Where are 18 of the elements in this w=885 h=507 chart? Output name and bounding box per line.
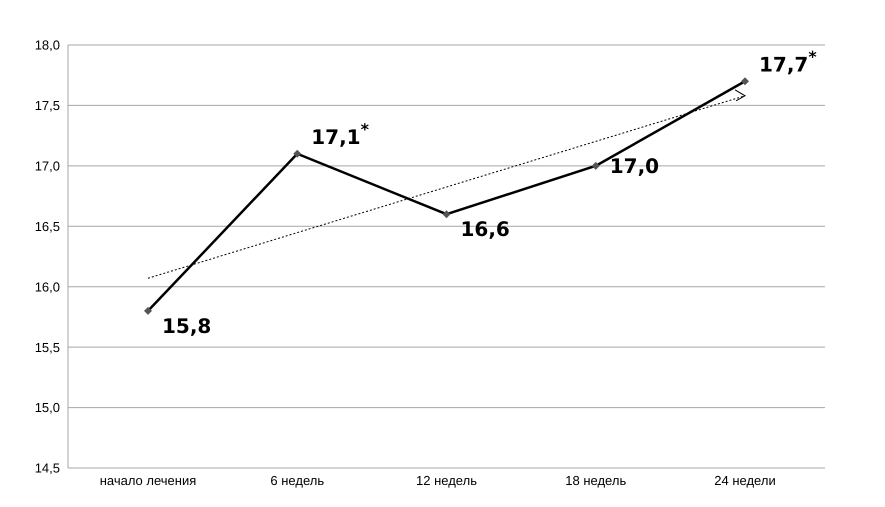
x-tick-label: 12 недель [416,473,478,488]
y-tick-label: 16,5 [34,218,60,234]
data-label: 17,7$^{*}$ [759,46,818,76]
data-label: 17,0 [610,154,660,178]
data-label: 16,6 [460,217,510,242]
data-label: 15,8 [162,314,212,338]
data-label: 17,1$^{*}$ [311,119,370,149]
y-tick-label: 17,0 [34,158,60,174]
y-tick-label: 18,0 [34,38,60,53]
x-tick-label: начало лечения [100,473,196,488]
y-tick-label: 14,5 [34,460,60,476]
y-tick-label: 15,5 [34,340,60,355]
y-tick-label: 17,5 [34,98,60,114]
y-tick-label: 16,0 [34,279,60,294]
x-tick-label: 6 недель [270,473,324,488]
y-tick-label: 15,0 [34,400,60,416]
x-tick-label: 24 недели [714,473,776,488]
x-tick-label: 18 недель [565,473,626,488]
